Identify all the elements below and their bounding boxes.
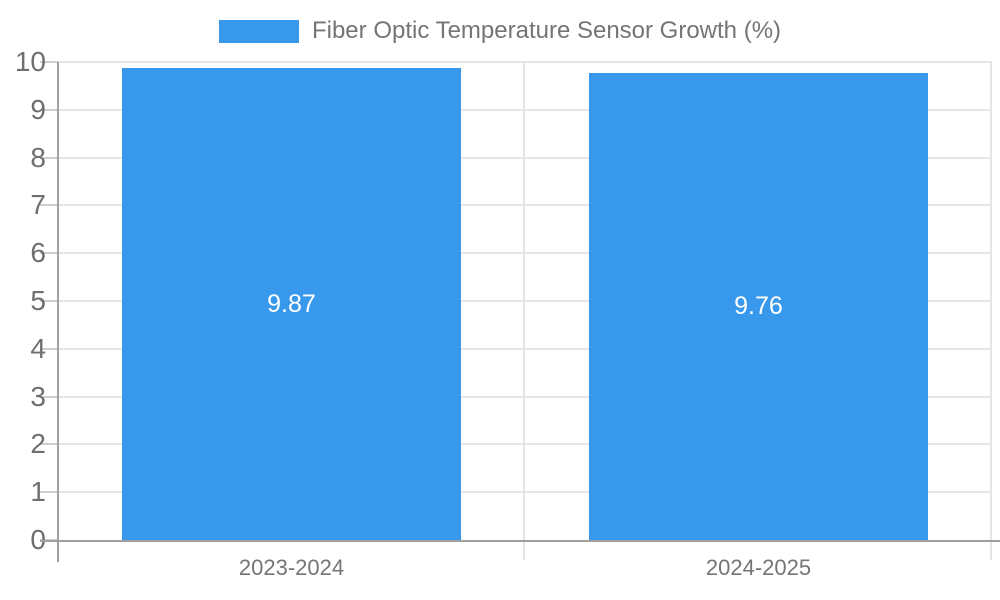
y-tick-label: 6 xyxy=(30,237,46,269)
gridline xyxy=(58,443,992,446)
gridline xyxy=(58,204,992,207)
gridline xyxy=(58,61,992,63)
y-axis-tick xyxy=(40,491,58,494)
bar-value-label: 9.87 xyxy=(267,289,316,318)
gridline xyxy=(58,252,992,255)
bar[interactable]: 9.76 xyxy=(589,73,928,540)
y-tick-label: 2 xyxy=(30,428,46,460)
y-axis-tick xyxy=(40,156,58,159)
gridline xyxy=(58,395,992,398)
x-tick-label: 2024-2025 xyxy=(705,555,812,580)
y-tick-label: 9 xyxy=(30,93,46,125)
y-axis-tick xyxy=(40,443,58,446)
gridline xyxy=(58,108,992,111)
y-axis-tick xyxy=(40,300,58,302)
y-tick-label: 3 xyxy=(30,380,46,412)
legend-label: Fiber Optic Temperature Sensor Growth (%… xyxy=(311,17,782,44)
y-axis-tick xyxy=(40,204,58,207)
y-tick-label: 10 xyxy=(14,46,46,77)
y-axis-tick xyxy=(40,61,58,63)
chart-legend[interactable]: Fiber Optic Temperature Sensor Growth (%… xyxy=(0,17,1000,45)
y-tick-label: 0 xyxy=(30,524,46,555)
y-axis-tick xyxy=(40,395,58,398)
y-tick-label: 4 xyxy=(30,332,46,364)
y-tick-label: 8 xyxy=(30,141,46,173)
x-axis-line xyxy=(40,540,1000,542)
y-tick-label: 5 xyxy=(30,285,46,316)
y-axis-tick xyxy=(40,252,58,255)
y-tick-label: 1 xyxy=(30,476,46,508)
y-tick-label: 7 xyxy=(30,189,46,221)
y-axis-line xyxy=(57,62,59,562)
gridline xyxy=(58,300,992,302)
gridline xyxy=(58,347,992,350)
plot-area: 0 1 2 3 4 5 6 7 8 9 10 9.87 9.76 2023-2024 2024-2025 xyxy=(15,48,1000,580)
bar[interactable]: 9.87 xyxy=(122,68,461,540)
x-tick-label: 2023-2024 xyxy=(238,555,345,580)
gridline xyxy=(58,156,992,159)
y-axis-tick xyxy=(40,347,58,350)
y-axis-tick xyxy=(40,108,58,111)
legend-swatch xyxy=(218,19,299,43)
plot-right-boundary xyxy=(990,62,992,560)
gridline xyxy=(58,491,992,494)
bar-value-label: 9.76 xyxy=(734,292,783,321)
category-separator xyxy=(523,62,525,560)
